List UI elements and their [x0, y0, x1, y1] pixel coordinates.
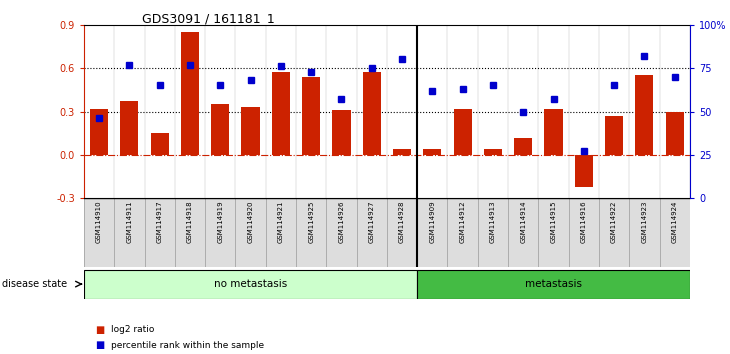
Text: log2 ratio: log2 ratio [111, 325, 154, 335]
Bar [242, 107, 260, 155]
Bar [272, 73, 290, 155]
Text: percentile rank within the sample: percentile rank within the sample [111, 341, 264, 350]
Text: GSM114912: GSM114912 [460, 200, 466, 243]
Text: ■: ■ [95, 325, 104, 335]
Text: GSM114914: GSM114914 [520, 200, 526, 243]
Text: GSM114923: GSM114923 [642, 200, 648, 243]
Bar [453, 109, 472, 155]
Text: GSM114920: GSM114920 [247, 200, 253, 243]
Text: GSM114917: GSM114917 [157, 200, 163, 243]
Bar [120, 101, 139, 155]
Bar [332, 110, 350, 155]
Text: disease state: disease state [2, 279, 67, 289]
Text: GSM114915: GSM114915 [550, 200, 556, 243]
Text: GSM114926: GSM114926 [339, 200, 345, 243]
Text: ■: ■ [95, 340, 104, 350]
Text: GSM114918: GSM114918 [187, 200, 193, 243]
Bar [514, 137, 532, 155]
Bar [484, 149, 502, 155]
Text: GSM114921: GSM114921 [278, 200, 284, 243]
Bar [393, 149, 411, 155]
Bar [417, 270, 690, 298]
Bar [150, 133, 169, 155]
Text: GSM114925: GSM114925 [308, 200, 314, 243]
Bar [84, 270, 417, 298]
Text: GSM114913: GSM114913 [490, 200, 496, 243]
Bar [302, 77, 320, 155]
Text: GSM114924: GSM114924 [672, 200, 677, 243]
Text: GSM114916: GSM114916 [581, 200, 587, 243]
Text: GSM114919: GSM114919 [218, 200, 223, 243]
Text: metastasis: metastasis [525, 279, 582, 289]
Bar [90, 109, 108, 155]
Bar [575, 155, 593, 187]
Text: GSM114909: GSM114909 [429, 200, 435, 243]
Bar [635, 75, 653, 155]
Bar [211, 104, 229, 155]
Text: GSM114911: GSM114911 [126, 200, 132, 243]
Text: GSM114910: GSM114910 [96, 200, 102, 243]
Text: no metastasis: no metastasis [214, 279, 287, 289]
Text: GSM114928: GSM114928 [399, 200, 405, 243]
Bar [545, 109, 563, 155]
Text: GSM114927: GSM114927 [369, 200, 374, 243]
Text: GDS3091 / 161181_1: GDS3091 / 161181_1 [142, 12, 275, 25]
Text: GSM114922: GSM114922 [611, 200, 617, 243]
Bar [181, 32, 199, 155]
Bar [605, 116, 623, 155]
Bar [363, 73, 381, 155]
Bar [423, 149, 442, 155]
Bar [666, 112, 684, 155]
